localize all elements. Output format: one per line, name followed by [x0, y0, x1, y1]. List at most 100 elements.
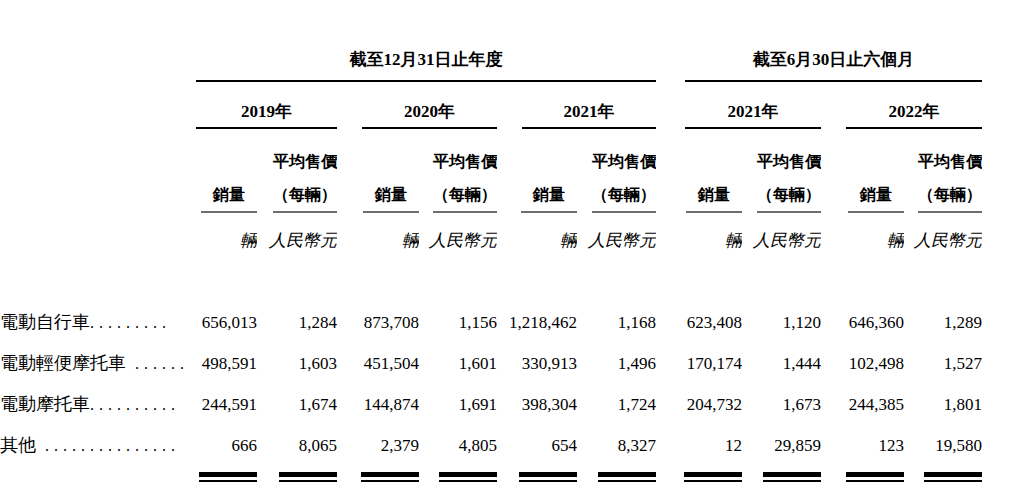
gap-cell: [656, 343, 676, 384]
data-cell: 1,496: [577, 343, 656, 384]
year-header-row: 2019年 2020年 2021年 2021年 2022年: [0, 82, 1017, 129]
empty-cell: [185, 129, 257, 171]
data-cell: 330,913: [497, 343, 577, 384]
empty-cell: [0, 50, 185, 82]
volume-unit: 輛: [821, 213, 904, 250]
double-rule: [439, 472, 497, 482]
empty-cell: [982, 425, 1017, 466]
data-cell: 12: [676, 425, 742, 466]
units-row: 輛 人民幣元 輛 人民幣元 輛 人民幣元 輛 人民幣元 輛 人民幣元: [0, 213, 1017, 250]
data-cell: 1,444: [742, 343, 821, 384]
data-cell: 244,591: [185, 384, 257, 425]
empty-cell: [0, 129, 185, 171]
data-cell: 1,527: [904, 343, 982, 384]
data-cell: 1,168: [577, 302, 656, 343]
double-rule-cell: [676, 466, 742, 486]
empty-cell: [821, 129, 904, 171]
data-cell: 1,156: [419, 302, 497, 343]
empty-cell: [0, 82, 185, 129]
data-cell: 1,218,462: [497, 302, 577, 343]
period-group-annual-title: 截至12月31日止年度: [196, 50, 656, 82]
double-rule: [924, 472, 982, 482]
period-group-six-months-title: 截至6月30日止六個月: [685, 50, 982, 82]
data-cell: 2,379: [337, 425, 419, 466]
volume-unit: 輛: [337, 213, 419, 250]
per-unit-header: （每輛）: [904, 171, 982, 213]
empty-cell: [337, 129, 419, 171]
empty-cell: [982, 384, 1017, 425]
data-cell: 4,805: [419, 425, 497, 466]
data-cell: 398,304: [497, 384, 577, 425]
data-cell: 1,284: [257, 302, 337, 343]
volume-unit: 輛: [497, 213, 577, 250]
asp-header: 平均售價: [904, 129, 982, 171]
gap-cell: [656, 129, 676, 171]
data-cell: 8,065: [257, 425, 337, 466]
volume-unit: 輛: [185, 213, 257, 250]
year-header-2021-interim: 2021年: [676, 82, 821, 129]
double-rule-cell: [577, 466, 656, 486]
asp-unit: 人民幣元: [577, 213, 656, 250]
period-group-annual: 截至12月31日止年度: [185, 50, 656, 82]
data-cell: 1,603: [257, 343, 337, 384]
data-cell: 1,724: [577, 384, 656, 425]
asp-unit: 人民幣元: [742, 213, 821, 250]
asp-unit: 人民幣元: [419, 213, 497, 250]
data-cell: 204,732: [676, 384, 742, 425]
double-rule: [846, 472, 904, 482]
data-cell: 451,504: [337, 343, 419, 384]
gap-cell: [656, 171, 676, 213]
period-group-header-row: 截至12月31日止年度 截至6月30日止六個月: [0, 50, 1017, 82]
data-cell: 144,874: [337, 384, 419, 425]
empty-cell: [676, 129, 742, 171]
asp-header: 平均售價: [257, 129, 337, 171]
data-cell: 498,591: [185, 343, 257, 384]
year-header-2019: 2019年: [185, 82, 337, 129]
empty-cell: [982, 129, 1017, 171]
volume-header: 銷量: [676, 171, 742, 213]
asp-unit: 人民幣元: [904, 213, 982, 250]
double-rule: [684, 472, 742, 482]
empty-cell: [982, 302, 1017, 343]
gap-cell: [656, 425, 676, 466]
double-rule-cell: [185, 466, 257, 486]
mid-spacer: [0, 250, 1017, 302]
dot-leader: ..........: [90, 396, 180, 413]
double-rule-cell: [337, 466, 419, 486]
double-rule-cell: [904, 466, 982, 486]
double-rule: [199, 472, 257, 482]
year-header-2022-interim: 2022年: [821, 82, 982, 129]
per-unit-header: （每輛）: [742, 171, 821, 213]
year-header-2021: 2021年: [497, 82, 656, 129]
data-cell: 102,498: [821, 343, 904, 384]
gap-cell: [656, 213, 676, 250]
per-unit-header: （每輛）: [419, 171, 497, 213]
asp-header-row: 平均售價 平均售價 平均售價 平均售價 平均售價: [0, 129, 1017, 171]
data-cell: 1,673: [742, 384, 821, 425]
double-rule-cell: [742, 466, 821, 486]
gap-cell: [656, 466, 676, 486]
dot-leader: .........: [90, 314, 171, 331]
empty-cell: [982, 213, 1017, 250]
total-double-rule-row: [0, 466, 1017, 486]
data-cell: 654: [497, 425, 577, 466]
data-cell: 623,408: [676, 302, 742, 343]
empty-cell: [982, 466, 1017, 486]
period-group-six-months: 截至6月30日止六個月: [656, 50, 982, 82]
double-rule: [519, 472, 577, 482]
dot-leader: ...............: [36, 437, 180, 454]
empty-cell: [0, 213, 185, 250]
volume-header: 銷量: [185, 171, 257, 213]
per-unit-header: （每輛）: [577, 171, 656, 213]
double-rule-cell: [419, 466, 497, 486]
empty-cell: [0, 466, 185, 486]
row-label: 電動輕便摩托車 ......: [0, 343, 185, 384]
row-label: 電動摩托車..........: [0, 384, 185, 425]
sales-volume-asp-table: 截至12月31日止年度 截至6月30日止六個月 2019年 2020年 2021…: [0, 0, 1017, 486]
data-cell: 1,120: [742, 302, 821, 343]
table-row-others: 其他 ............... 666 8,065 2,379 4,805…: [0, 425, 1017, 466]
asp-unit: 人民幣元: [257, 213, 337, 250]
volume-unit: 輛: [676, 213, 742, 250]
per-unit-header: （每輛）: [257, 171, 337, 213]
empty-cell: [0, 171, 185, 213]
